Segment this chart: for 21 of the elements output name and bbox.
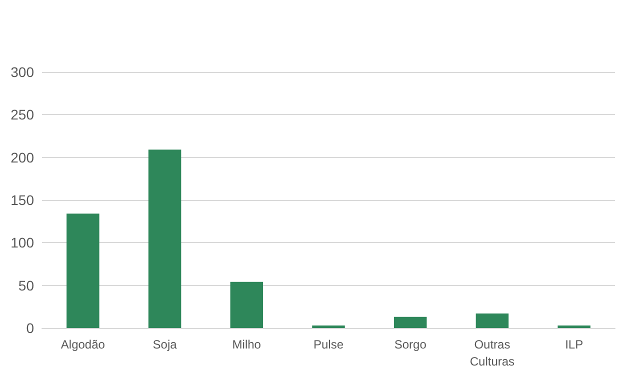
- y-tick-label: 300: [10, 64, 34, 80]
- x-tick-label: Algodão: [60, 338, 106, 352]
- x-tick-label: Milho: [232, 338, 262, 352]
- y-tick-label: 150: [10, 192, 34, 208]
- y-tick-label: 200: [10, 149, 34, 166]
- y-tick-label: 0: [26, 320, 34, 336]
- y-tick-label: 250: [10, 106, 34, 123]
- x-tick-label: Sorgo: [394, 338, 427, 352]
- x-tick-label: Outras Culturas: [470, 338, 515, 368]
- bar: [66, 214, 100, 328]
- bar: [558, 325, 590, 328]
- y-tick-label: 50: [18, 277, 34, 294]
- bar: [312, 325, 345, 328]
- bar: [394, 316, 427, 328]
- bar: [230, 282, 264, 328]
- bar: [476, 313, 509, 328]
- y-tick-label: 100: [10, 234, 34, 251]
- x-tick-label: ILP: [565, 338, 584, 352]
- x-tick-label: Pulse: [313, 338, 344, 352]
- x-tick-label: Soja: [152, 338, 178, 352]
- bar: [148, 150, 182, 328]
